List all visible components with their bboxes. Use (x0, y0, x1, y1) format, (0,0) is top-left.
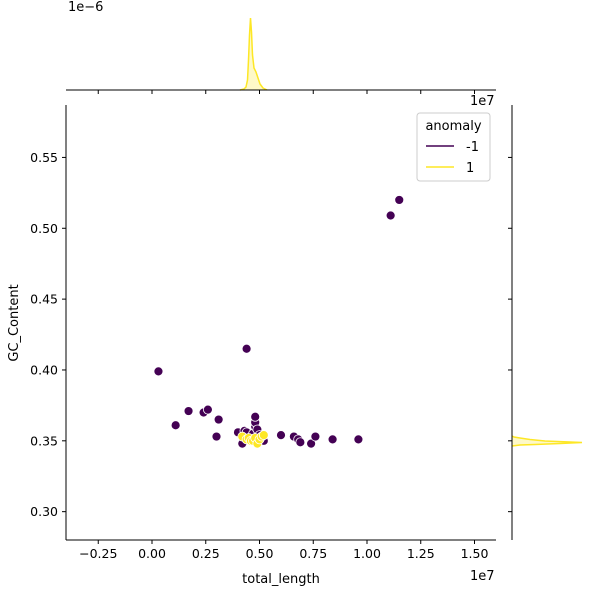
x-tick-label: 1.00 (353, 546, 381, 561)
scatter-point-anomaly-neg1 (250, 411, 261, 422)
scatter-point-anomaly-neg1 (241, 343, 252, 354)
scatter-points (153, 195, 405, 449)
x-axis-offset-label: 1e7 (470, 569, 495, 584)
scatter-point-anomaly-neg1 (153, 366, 164, 377)
x-tick-label: 0.75 (299, 546, 327, 561)
y-tick-label: 0.35 (30, 433, 58, 448)
scatter-point-anomaly-1 (258, 430, 269, 441)
y-tick-label: 0.50 (30, 221, 58, 236)
y-tick-label: 0.55 (30, 150, 58, 165)
scatter-point-anomaly-neg1 (306, 438, 317, 449)
scatter-point-anomaly-neg1 (353, 434, 364, 445)
x-tick-label: −0.25 (79, 546, 117, 561)
scatter-point-anomaly-neg1 (213, 414, 224, 425)
scatter-point-anomaly-neg1 (385, 210, 396, 221)
legend-label-neg1: -1 (466, 140, 479, 155)
scatter-point-anomaly-neg1 (295, 437, 306, 448)
x-axis-label: total_length (242, 572, 320, 587)
y-tick-label: 0.45 (30, 292, 58, 307)
y-tick-label: 0.40 (30, 362, 58, 377)
right-marginal-kde-line (511, 435, 583, 447)
right-marginal-ticks (508, 156, 512, 513)
legend-frame (416, 112, 491, 182)
x-tick-label: 0.25 (192, 546, 220, 561)
scatter-point-anomaly-neg1 (202, 404, 213, 415)
top-marginal-kde-line (239, 17, 268, 91)
y-axis-label: GC_Content (7, 284, 22, 361)
scatter-point-anomaly-neg1 (183, 406, 194, 416)
legend: anomaly -1 1 (416, 112, 491, 182)
legend-title: anomaly (425, 119, 481, 134)
x-tick-label: 1.25 (407, 546, 435, 561)
right-marginal-offset-label: 1e7 (470, 94, 495, 109)
right-marginal-kde-fill (512, 436, 582, 446)
top-marginal-kde-fill (240, 18, 267, 90)
top-marginal-offset-label: 1e−6 (68, 0, 103, 15)
y-tick-label: 0.30 (30, 504, 58, 519)
x-axis-ticks: −0.25 0.00 0.25 0.50 0.75 1.00 1.25 1.50 (79, 540, 488, 561)
x-tick-label: 0.00 (138, 546, 166, 561)
x-tick-label: 0.50 (246, 546, 274, 561)
scatter-point-anomaly-neg1 (170, 420, 181, 431)
scatter-point-anomaly-neg1 (276, 430, 286, 441)
scatter-point-anomaly-neg1 (211, 431, 222, 442)
scatter-point-anomaly-neg1 (327, 434, 338, 445)
right-marginal-axes: 1e7 (470, 94, 583, 540)
main-axes: −0.25 0.00 0.25 0.50 0.75 1.00 1.25 1.50 0.300.… (7, 105, 496, 587)
scatter-point-anomaly-neg1 (310, 431, 321, 442)
scatter-point-anomaly-neg1 (394, 195, 405, 205)
x-tick-label: 1.50 (461, 546, 489, 561)
y-axis-ticks: 0.30 0.35 0.40 0.45 0.50 0.55 (30, 150, 66, 519)
top-marginal-ticks (97, 90, 475, 94)
legend-label-1: 1 (466, 161, 474, 176)
top-marginal-axes: 1e−6 (66, 0, 496, 94)
